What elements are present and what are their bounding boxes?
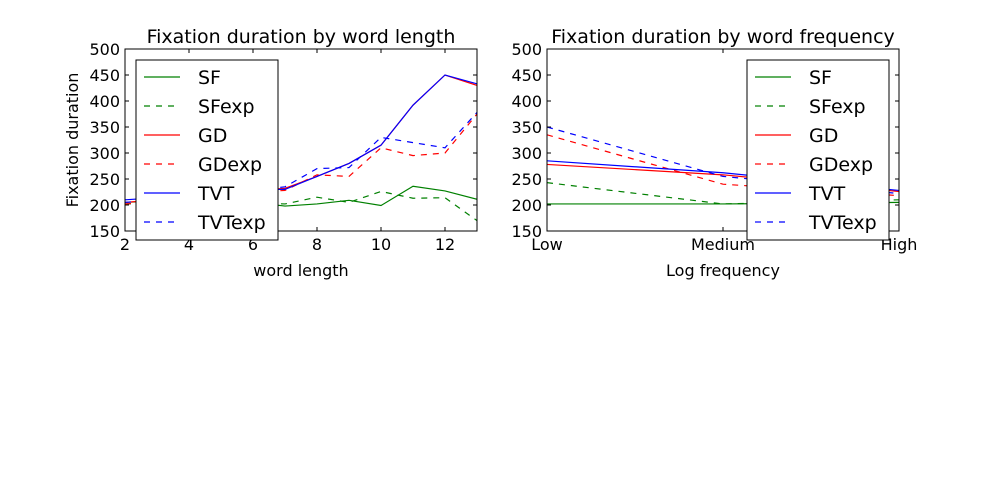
legend-label-gd: GD <box>809 125 838 147</box>
x-axis-label: Log frequency <box>666 261 780 280</box>
x-tick-label: 2 <box>120 235 130 254</box>
y-tick-label: 350 <box>89 118 120 137</box>
legend-box <box>135 59 279 241</box>
legend-label-tvt: TVT <box>197 183 235 205</box>
chart-word-length: 150 200 250 300 350 400 450 500 2 4 6 8 10 12 Fixation… <box>63 26 478 280</box>
y-tick-label: 400 <box>89 92 120 111</box>
legend-label-gdexp: GDexp <box>809 154 873 176</box>
x-tick-label: Low <box>531 235 563 254</box>
legend: SF SFexp GD GDexp TVT TVTexp <box>746 59 890 241</box>
y-tick-label: 150 <box>511 222 542 241</box>
y-tick-label: 400 <box>511 92 542 111</box>
y-tick-label: 500 <box>511 40 542 59</box>
axes-frame <box>124 48 478 232</box>
legend-label-sfexp: SFexp <box>809 96 866 118</box>
chart-title: Fixation duration by word length <box>147 26 456 48</box>
y-tick-label: 250 <box>89 170 120 189</box>
x-axis-label: word length <box>253 261 348 280</box>
x-tick-label: 12 <box>435 235 455 254</box>
legend-label-tvtexp: TVTexp <box>808 212 877 234</box>
x-tick-label: High <box>881 235 918 254</box>
y-axis-label: Fixation duration <box>63 73 82 208</box>
legend-label-sfexp: SFexp <box>198 96 255 118</box>
x-tick-label: Medium <box>691 235 755 254</box>
y-tick-label: 300 <box>89 144 120 163</box>
legend-label-gdexp: GDexp <box>198 154 262 176</box>
y-tick-label: 500 <box>89 40 120 59</box>
x-tick-label: 4 <box>184 235 194 254</box>
y-tick-label: 200 <box>89 196 120 215</box>
legend-label-tvt: TVT <box>808 183 846 205</box>
legend-label-gd: GD <box>198 125 227 147</box>
x-tick-label: 8 <box>312 235 322 254</box>
legend-box <box>746 59 890 241</box>
y-tick-label: 450 <box>511 66 542 85</box>
y-tick-label: 300 <box>511 144 542 163</box>
legend-label-sf: SF <box>198 67 221 89</box>
y-tick-label: 200 <box>511 196 542 215</box>
chart-title: Fixation duration by word frequency <box>551 26 895 48</box>
y-tick-label: 150 <box>89 222 120 241</box>
chart-word-frequency: 150 200 250 300 350 400 450 500 Low Medium High Fix… <box>511 26 917 280</box>
x-tick-label: 6 <box>248 235 258 254</box>
y-tick-label: 250 <box>511 170 542 189</box>
legend-label-sf: SF <box>809 67 832 89</box>
y-tick-label: 450 <box>89 66 120 85</box>
legend: SF SFexp GD GDexp TVT TVTexp <box>135 59 279 241</box>
x-tick-label: 10 <box>371 235 391 254</box>
y-tick-label: 350 <box>511 118 542 137</box>
legend-label-tvtexp: TVTexp <box>197 212 266 234</box>
